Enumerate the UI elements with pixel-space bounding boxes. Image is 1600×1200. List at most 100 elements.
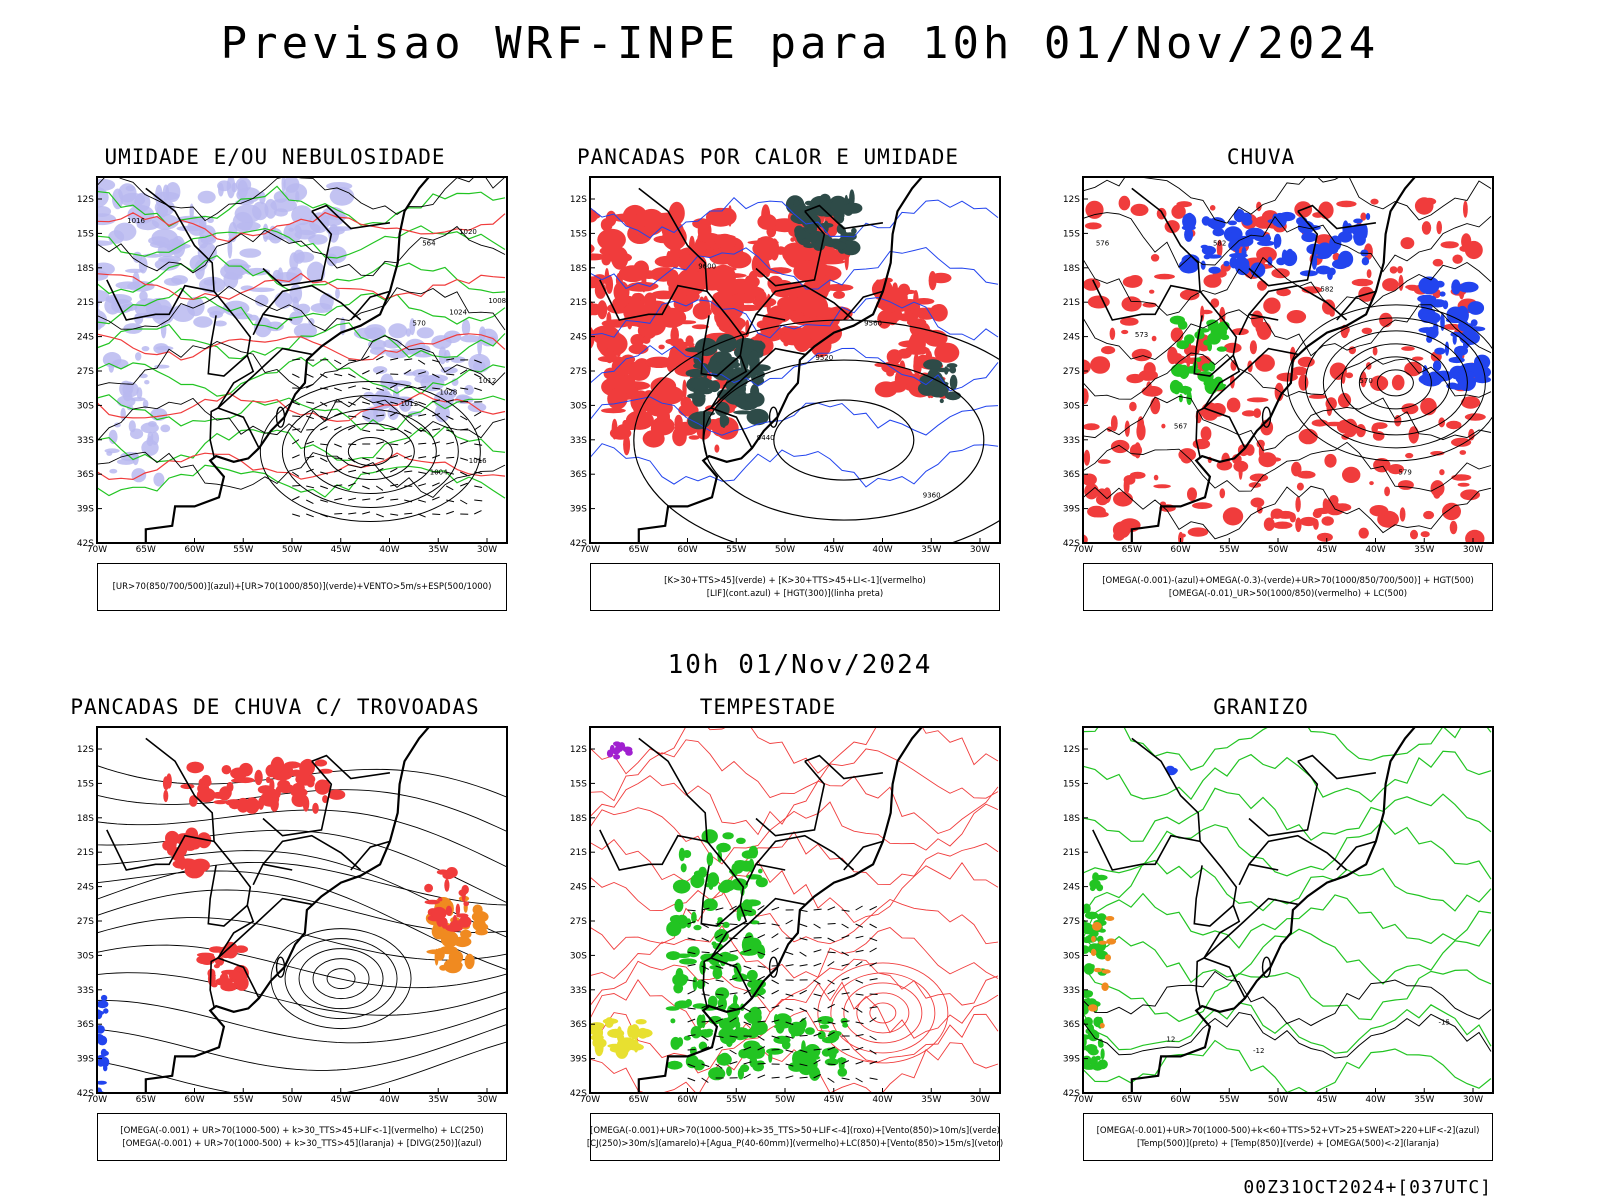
shaded-cell	[1085, 1044, 1098, 1053]
shaded-cell	[1097, 1059, 1108, 1070]
lat-label: 21S	[570, 298, 587, 308]
shaded-cell	[215, 977, 233, 986]
shaded-cell	[1401, 403, 1419, 415]
wind-arrow	[446, 429, 455, 433]
shaded-cell	[97, 309, 107, 330]
temp850-line	[1083, 787, 1492, 842]
shaded-cell	[295, 190, 300, 203]
border-line	[804, 754, 884, 780]
wind-arrow	[729, 905, 737, 911]
lat-label: 30S	[570, 401, 587, 411]
wind-arrow	[459, 499, 468, 505]
lat-label: 33S	[77, 436, 94, 446]
wind-arrow	[474, 443, 483, 446]
wind-arrow	[757, 1006, 766, 1009]
shaded-cell	[1446, 420, 1462, 430]
lon-label: 30W	[970, 1095, 990, 1105]
shaded-cell	[1257, 280, 1268, 291]
temp850-line	[1083, 892, 1492, 949]
shaded-cell	[314, 759, 328, 767]
wind-arrow	[320, 387, 329, 390]
shaded-cell	[674, 414, 683, 430]
hgt500-line	[1322, 330, 1468, 436]
wind-arrow	[446, 510, 454, 515]
shaded-cell	[100, 1058, 108, 1065]
shaded-cell	[939, 398, 944, 404]
shaded-cell	[688, 435, 700, 440]
lon-label: 35W	[1414, 545, 1434, 555]
lc850-loop	[843, 982, 923, 1044]
wind-arrow	[403, 439, 412, 445]
wind-arrow	[855, 979, 864, 984]
map-tempestade[interactable]: 12S 15S 18S 21S 24S 27S 30S 33S 36S 39S 42S 70W 65W 6…	[528, 725, 1008, 1135]
shaded-cell	[623, 434, 631, 456]
map-trovoadas[interactable]: 12S 15S 18S 21S 24S 27S 30S 33S 36S 39S 42S 70W 65W 6…	[35, 725, 515, 1135]
wind-arrow	[320, 485, 328, 490]
shaded-cell	[923, 359, 943, 370]
wind-arrow	[362, 401, 371, 405]
hgt500-line	[1358, 356, 1432, 410]
hgt500-line	[1083, 256, 1492, 316]
lat-label: 42S	[1063, 1089, 1080, 1099]
wind-arrow	[715, 907, 724, 911]
wind-arrow	[771, 979, 779, 985]
border-line	[311, 754, 391, 780]
shaded-cell	[1129, 471, 1146, 479]
map-frame	[589, 726, 1001, 1094]
lon-label: 60W	[1170, 545, 1190, 555]
contour-label: 582	[1320, 285, 1333, 293]
shaded-cell	[223, 941, 239, 959]
wind-arrow	[417, 359, 426, 365]
shaded-cell	[1151, 335, 1157, 342]
shaded-cell	[113, 222, 137, 241]
lon-label: 60W	[677, 1095, 697, 1105]
shaded-cell	[645, 356, 673, 368]
wind-arrow	[418, 371, 427, 375]
shaded-cell	[1187, 487, 1197, 502]
shaded-cell	[288, 227, 294, 232]
lon-label: 60W	[184, 1095, 204, 1105]
wind-arrow	[474, 457, 482, 462]
shaded-cell	[1083, 423, 1100, 431]
wind-arrow	[418, 386, 427, 389]
shaded-cell	[1171, 204, 1186, 219]
hgt500-line	[1083, 177, 1492, 224]
wind-arrow	[841, 1060, 850, 1065]
shaded-cell	[1253, 408, 1262, 418]
shaded-cell	[672, 426, 687, 447]
shaded-cell	[1270, 508, 1284, 519]
map-umidade[interactable]: 1016 1008 1012 1016 1020 1024 1028 1004 564 570 10…	[35, 175, 515, 585]
lat-label: 33S	[570, 436, 587, 446]
border-line	[262, 210, 333, 287]
shaded-cell	[1207, 333, 1222, 340]
shaded-cell	[791, 1029, 796, 1039]
wind-arrow	[715, 1046, 724, 1051]
shaded-cell	[362, 406, 386, 424]
shaded-cell	[1412, 356, 1424, 361]
shaded-cell	[1451, 437, 1472, 447]
lon-label: 45W	[331, 1095, 351, 1105]
wind-arrow	[799, 1017, 807, 1023]
shaded-cell	[97, 262, 115, 276]
shaded-cell	[1355, 424, 1366, 438]
shaded-cell	[97, 1025, 105, 1034]
shaded-cell	[1235, 247, 1239, 255]
legend-line: [OMEGA(-0.01)_UR>50(1000/850)(vermelho) …	[1168, 588, 1408, 599]
map-chuva[interactable]: 576 582 573 570 567 579 582 12S 15S 18S 21S 24S 27S 3…	[1021, 175, 1501, 585]
border-line	[1248, 210, 1319, 287]
wind-arrow	[785, 1049, 794, 1053]
wind-arrow	[362, 457, 371, 461]
lat-label: 18S	[1063, 264, 1080, 274]
forecast-time: 10h 01/Nov/2024	[667, 650, 933, 680]
shaded-cell	[790, 237, 795, 242]
wind-arrow	[418, 513, 426, 518]
map-granizo[interactable]: -15 -12 12 12S 15S 18S 21S 24S 27S 30S 33S 36S 39S 42…	[1021, 725, 1501, 1135]
shaded-cell	[335, 287, 340, 299]
wind-arrow	[827, 937, 835, 943]
map-pancadas-calor[interactable]: 960095609520944093609320952012S15S18S21S…	[528, 175, 1008, 585]
shaded-cell	[596, 329, 605, 334]
shaded-cell	[1267, 256, 1273, 266]
shaded-cell	[289, 311, 303, 326]
shaded-cell	[743, 275, 753, 298]
shaded-cell	[1461, 233, 1472, 250]
